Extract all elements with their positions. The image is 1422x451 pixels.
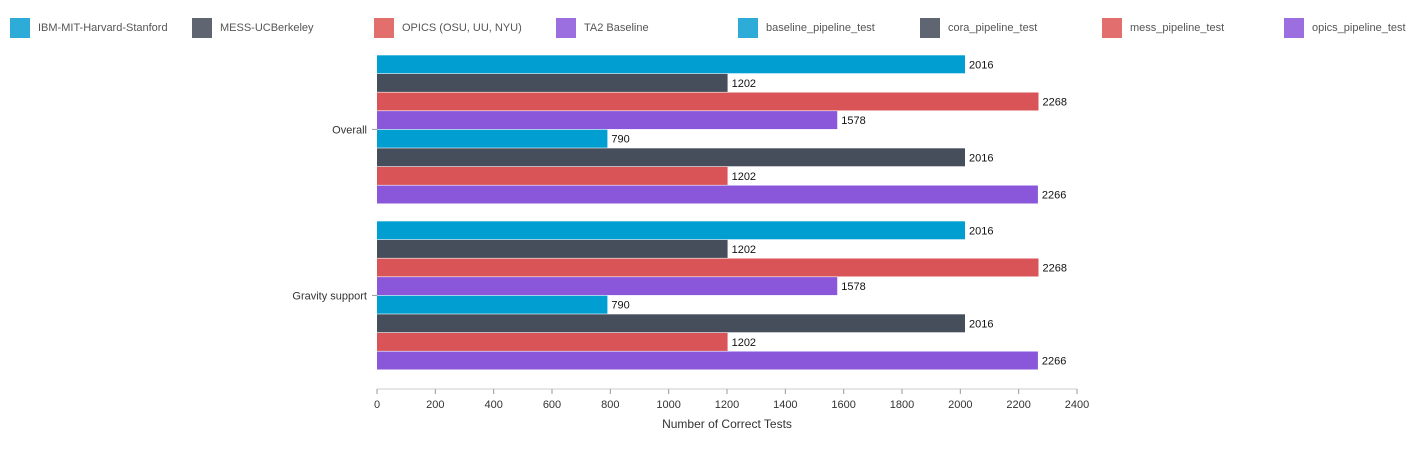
- data-label: 2266: [1042, 356, 1066, 368]
- legend-item[interactable]: cora_pipeline_test: [920, 17, 1037, 38]
- data-label: 2016: [969, 59, 993, 71]
- legend-swatch: [1284, 17, 1304, 38]
- legend-label: TA2 Baseline: [584, 21, 649, 34]
- data-label: 790: [611, 134, 629, 146]
- legend-swatch: [374, 17, 394, 38]
- legend-swatch: [920, 17, 940, 38]
- x-tick-label: 1800: [890, 399, 914, 411]
- x-tick-label: 400: [484, 399, 502, 411]
- data-label: 1202: [732, 78, 756, 90]
- data-label: 2268: [1043, 263, 1067, 275]
- x-tick-label: 0: [374, 399, 380, 411]
- legend-swatch: [10, 17, 30, 38]
- legend-label: IBM-MIT-Harvard-Stanford: [38, 21, 168, 34]
- data-label: 2266: [1042, 190, 1066, 202]
- data-label: 790: [611, 300, 629, 312]
- data-label: 1202: [732, 337, 756, 349]
- legend-item[interactable]: opics_pipeline_test: [1284, 17, 1406, 38]
- bar: [377, 221, 965, 240]
- bar: [377, 277, 838, 296]
- x-tick-label: 1600: [831, 399, 855, 411]
- legend-label: opics_pipeline_test: [1312, 21, 1406, 34]
- data-label: 1578: [841, 281, 865, 293]
- chart-legend: IBM-MIT-Harvard-Stanford MESS-UCBerkeley O…: [0, 0, 1422, 56]
- data-label: 2016: [969, 318, 993, 330]
- x-tick-label: 1000: [656, 399, 680, 411]
- bar: [377, 351, 1038, 370]
- data-label: 1578: [841, 115, 865, 127]
- data-label: 2016: [969, 225, 993, 237]
- legend-label: cora_pipeline_test: [948, 21, 1038, 34]
- legend-item[interactable]: TA2 Baseline: [556, 17, 649, 38]
- legend-label: OPICS (OSU, UU, NYU): [402, 21, 522, 34]
- x-tick-label: 1400: [773, 399, 797, 411]
- legend-label: baseline_pipeline_test: [766, 21, 875, 34]
- bar: [377, 129, 608, 148]
- legend-swatch: [1102, 17, 1122, 38]
- bar: [377, 239, 728, 258]
- legend-item[interactable]: baseline_pipeline_test: [738, 17, 875, 38]
- x-tick-label: 1200: [715, 399, 739, 411]
- bar: [377, 148, 965, 167]
- data-label: 2268: [1043, 97, 1067, 109]
- bar: [377, 295, 608, 314]
- legend-item[interactable]: mess_pipeline_test: [1102, 17, 1224, 38]
- bar: [377, 185, 1038, 204]
- data-label: 2016: [969, 152, 993, 164]
- legend-item[interactable]: OPICS (OSU, UU, NYU): [374, 17, 522, 38]
- bar: [377, 92, 1039, 111]
- legend-label: mess_pipeline_test: [1130, 21, 1225, 34]
- bar: [377, 55, 965, 74]
- bar: [377, 111, 838, 130]
- legend-item[interactable]: IBM-MIT-Harvard-Stanford: [10, 17, 168, 38]
- bar: [377, 314, 965, 333]
- bar: [377, 258, 1039, 277]
- data-label: 1202: [732, 171, 756, 183]
- category-label: Gravity support: [292, 290, 367, 302]
- bar: [377, 73, 728, 92]
- legend-label: MESS-UCBerkeley: [220, 21, 314, 34]
- x-tick-label: 800: [601, 399, 619, 411]
- x-tick-label: 2000: [948, 399, 972, 411]
- category-label: Overall: [332, 124, 367, 136]
- legend-item[interactable]: MESS-UCBerkeley: [192, 17, 314, 38]
- x-tick-label: 2200: [1006, 399, 1030, 411]
- legend-swatch: [556, 17, 576, 38]
- x-tick-label: 600: [543, 399, 561, 411]
- x-axis-label: Number of Correct Tests: [662, 417, 792, 431]
- bar: [377, 332, 728, 351]
- x-tick-label: 200: [426, 399, 444, 411]
- bar: [377, 166, 728, 185]
- legend-swatch: [738, 17, 758, 38]
- data-label: 1202: [732, 244, 756, 256]
- x-tick-label: 2400: [1065, 399, 1089, 411]
- legend-swatch: [192, 17, 212, 38]
